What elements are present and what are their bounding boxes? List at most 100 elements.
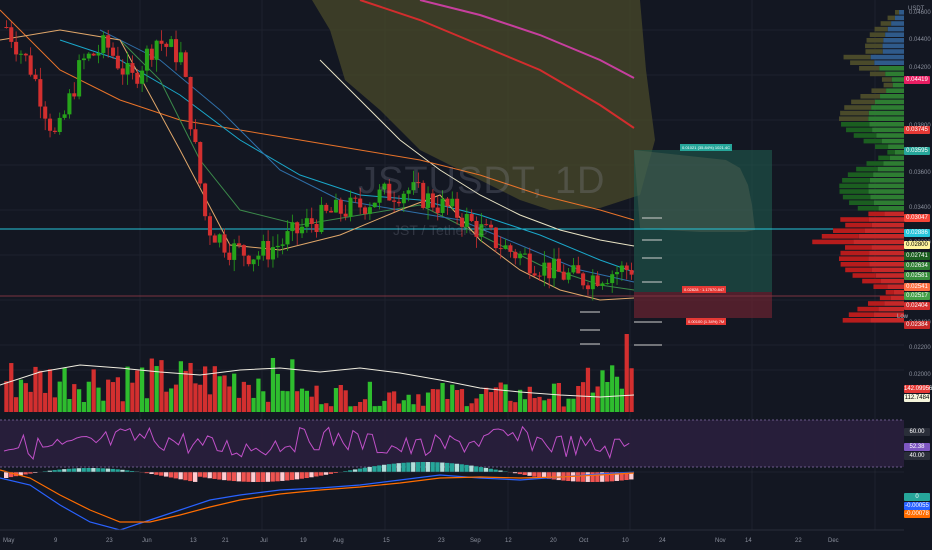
candle-body [237, 243, 242, 246]
volume-profile-bar [871, 245, 904, 250]
long-position-target-zone[interactable] [634, 150, 772, 292]
candle-body [304, 218, 309, 227]
volume-profile-bar [868, 189, 904, 194]
volume-profile-bar [892, 82, 904, 88]
candle-body [329, 210, 334, 213]
volume-profile-bar [845, 267, 872, 273]
time-axis-label: Jun [142, 538, 152, 544]
ma-light [0, 29, 635, 301]
candle-body [144, 48, 149, 71]
volume-profile-bar [865, 43, 883, 49]
macd-tag: -0.00055 [904, 502, 930, 510]
macd-histogram-bar [411, 462, 416, 472]
price-axis-label: 0.04400 [909, 37, 931, 43]
macd-tag: 0 [904, 493, 930, 501]
volume-bar [517, 389, 523, 412]
macd-histogram [4, 462, 634, 482]
price-tag: 0.02541 [904, 283, 930, 291]
rsi-tag: 40.00 [904, 452, 930, 460]
macd-histogram-bar [81, 468, 86, 472]
volume-profile-bar [890, 295, 904, 301]
volume-bar [217, 376, 222, 412]
volume-bar [159, 360, 164, 412]
macd-histogram-bar [493, 469, 498, 472]
volume-bar [619, 388, 625, 412]
candle-body [479, 224, 484, 237]
macd-histogram-bar [96, 468, 101, 472]
volume-bar [57, 381, 62, 412]
volume-profile-bar [840, 110, 869, 116]
candle-body [217, 234, 222, 243]
macd-histogram-bar [91, 468, 96, 472]
macd-histogram-bar [328, 472, 334, 474]
candle-body [401, 193, 406, 204]
candle-body [270, 247, 275, 260]
candle-body [212, 235, 217, 243]
volume-tag: 142.09956 [904, 385, 932, 393]
candle-body [406, 190, 411, 194]
candle-body [489, 224, 494, 228]
volume-bar [246, 384, 251, 412]
macd-histogram-bar [76, 468, 82, 472]
macd-histogram-bar [440, 462, 445, 472]
candle-body [435, 207, 440, 213]
volume-bars [4, 334, 634, 412]
macd-histogram-bar [323, 472, 329, 475]
macd-histogram-bar [183, 472, 188, 481]
volume-bar [106, 379, 111, 412]
macd-histogram-bar [391, 463, 397, 472]
candle-body [416, 182, 421, 184]
volume-bar [241, 381, 247, 412]
candle-body [426, 193, 431, 208]
macd-histogram-bar [314, 472, 319, 477]
volume-profile-bar [895, 10, 900, 15]
candle-body [527, 253, 532, 274]
candle-body [348, 197, 353, 217]
macd-histogram-bar [469, 465, 474, 472]
volume-profile-bar [868, 217, 904, 222]
position-target-label[interactable]: 0.01021 (35.84%) 1021.4C [680, 144, 733, 151]
volume-profile-bar [869, 250, 904, 256]
volume-profile-bar [857, 206, 879, 211]
volume-bar [556, 382, 562, 412]
candle-body [503, 245, 508, 249]
time-axis-label: 22 [795, 538, 802, 544]
volume-profile-bar [840, 250, 870, 256]
macd-histogram-bar [406, 462, 411, 472]
volume-profile-bar [867, 301, 885, 306]
candle-body [86, 53, 91, 59]
volume-profile-bar [871, 267, 904, 273]
volume-bar [188, 362, 193, 412]
volume-profile-bar [870, 194, 904, 200]
candle-body [33, 74, 38, 80]
macd-histogram-bar [420, 462, 426, 472]
macd-histogram-bar [236, 472, 241, 482]
macd-histogram-bar [546, 472, 552, 479]
volume-bar [198, 384, 203, 412]
volume-bar [343, 390, 348, 412]
position-stop-label[interactable]: 0.00100 (1.34%) 7M [686, 318, 727, 325]
macd-histogram-bar [459, 464, 464, 472]
volume-profile-bar [873, 200, 904, 205]
macd-histogram-bar [430, 462, 435, 472]
volume-bar [629, 368, 634, 412]
macd-histogram-bar [23, 472, 28, 475]
candle-body [590, 275, 595, 290]
volume-profile-bar [845, 222, 872, 228]
price-tag: 0.02800 [904, 241, 930, 249]
candle-body [605, 283, 610, 285]
macd-histogram-bar [580, 472, 586, 482]
candle-body [324, 204, 329, 211]
position-entry-label[interactable]: 0.02828 · 1.17570.847 [682, 286, 727, 293]
macd-histogram-bar [202, 472, 208, 478]
volume-bar [169, 388, 174, 412]
time-axis-label: 24 [659, 538, 666, 544]
volume-bar [290, 359, 295, 412]
volume-bar [280, 390, 285, 412]
macd-histogram-bar [348, 470, 353, 472]
macd-histogram-bar [619, 472, 624, 481]
time-axis-label: 23 [106, 538, 113, 544]
volume-bar [551, 383, 557, 412]
price-tag: 0.02404 [904, 302, 930, 310]
